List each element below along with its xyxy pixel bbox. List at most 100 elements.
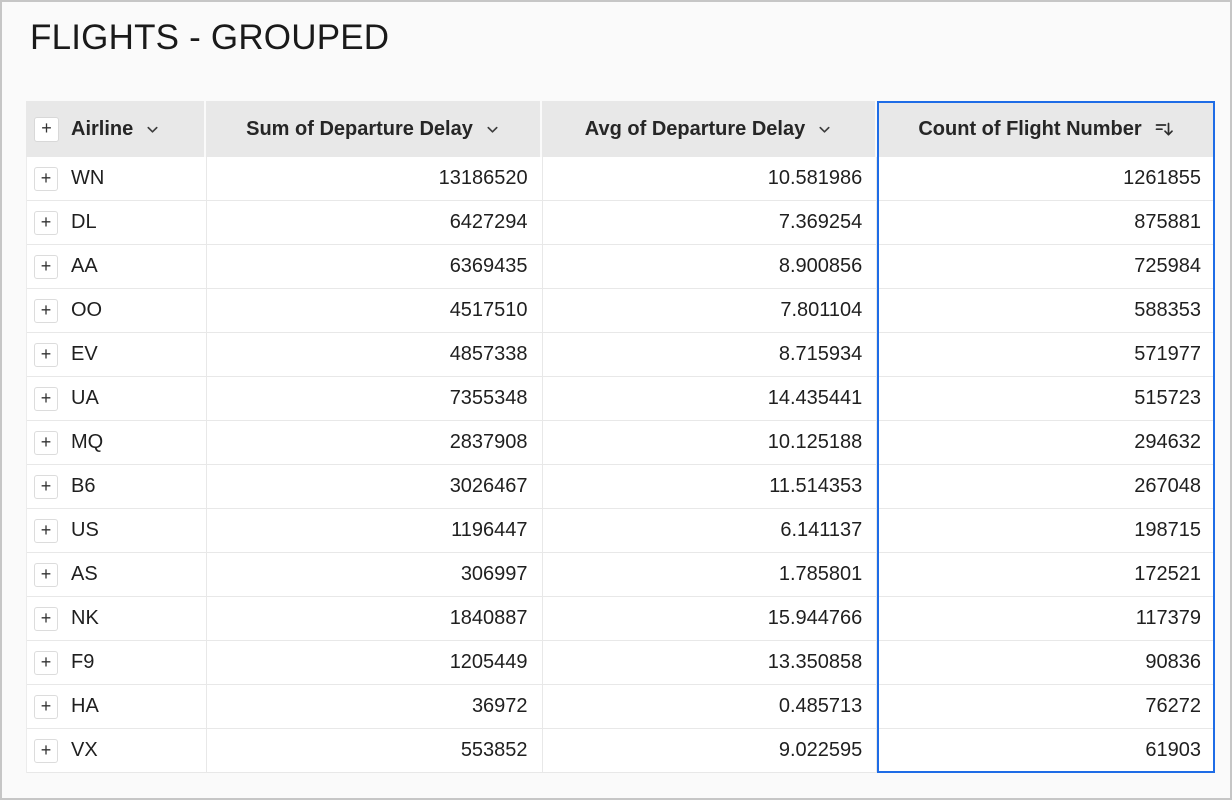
expand-row-button[interactable]: + <box>34 474 58 499</box>
count-flight-number-cell[interactable]: 571977 <box>877 333 1215 377</box>
sum-departure-delay-cell[interactable]: 6369435 <box>206 245 543 289</box>
sum-departure-delay-cell[interactable]: 1196447 <box>206 509 543 553</box>
avg-departure-delay-cell[interactable]: 13.350858 <box>542 641 878 685</box>
table-body: + WN 13186520 10.581986 1261855 + DL 6427294 7.3… <box>26 157 1215 773</box>
airline-code: AS <box>71 563 98 585</box>
column-header-count-flight-number[interactable]: Count of Flight Number <box>877 101 1215 157</box>
count-flight-number-cell[interactable]: 198715 <box>877 509 1215 553</box>
expand-row-button[interactable]: + <box>34 606 58 631</box>
airline-code: UA <box>71 387 99 409</box>
airline-cell[interactable]: + B6 <box>27 465 207 509</box>
count-flight-number-cell[interactable]: 117379 <box>877 597 1215 641</box>
expand-row-button[interactable]: + <box>34 386 58 411</box>
table-row: + AA 6369435 8.900856 725984 <box>27 245 1215 289</box>
count-flight-number-cell[interactable]: 61903 <box>877 729 1215 773</box>
airline-cell[interactable]: + MQ <box>27 421 207 465</box>
airline-cell[interactable]: + WN <box>27 157 207 201</box>
chevron-down-icon[interactable] <box>485 122 500 137</box>
count-flight-number-cell[interactable]: 588353 <box>877 289 1215 333</box>
sum-departure-delay-cell[interactable]: 4857338 <box>206 333 543 377</box>
expand-row-button[interactable]: + <box>34 210 58 235</box>
count-flight-number-cell[interactable]: 172521 <box>877 553 1215 597</box>
sum-departure-delay-cell[interactable]: 2837908 <box>206 421 543 465</box>
count-flight-number-cell[interactable]: 1261855 <box>877 157 1215 201</box>
expand-row-button[interactable]: + <box>34 518 58 543</box>
count-flight-number-cell[interactable]: 76272 <box>877 685 1215 729</box>
expand-row-button[interactable]: + <box>34 166 58 191</box>
expand-row-button[interactable]: + <box>34 298 58 323</box>
chevron-down-icon[interactable] <box>145 122 160 137</box>
avg-departure-delay-cell[interactable]: 8.715934 <box>542 333 878 377</box>
table-row: + OO 4517510 7.801104 588353 <box>27 289 1215 333</box>
avg-departure-delay-cell[interactable]: 14.435441 <box>542 377 878 421</box>
avg-departure-delay-cell[interactable]: 10.581986 <box>542 157 878 201</box>
expand-row-button[interactable]: + <box>34 254 58 279</box>
column-header-label: Sum of Departure Delay <box>246 117 473 140</box>
chevron-down-icon[interactable] <box>817 122 832 137</box>
airline-cell[interactable]: + AS <box>27 553 207 597</box>
expand-row-button[interactable]: + <box>34 650 58 675</box>
sum-departure-delay-cell[interactable]: 36972 <box>206 685 543 729</box>
page-title: FLIGHTS - GROUPED <box>30 18 390 57</box>
count-flight-number-cell[interactable]: 515723 <box>877 377 1215 421</box>
airline-code: WN <box>71 167 105 189</box>
airline-cell[interactable]: + F9 <box>27 641 207 685</box>
expand-row-button[interactable]: + <box>34 562 58 587</box>
sort-descending-icon[interactable] <box>1154 119 1174 139</box>
table-row: + HA 36972 0.485713 76272 <box>27 685 1215 729</box>
avg-departure-delay-cell[interactable]: 10.125188 <box>542 421 878 465</box>
expand-row-button[interactable]: + <box>34 430 58 455</box>
count-flight-number-cell[interactable]: 90836 <box>877 641 1215 685</box>
sum-departure-delay-cell[interactable]: 1840887 <box>206 597 543 641</box>
column-header-label: Count of Flight Number <box>918 117 1142 140</box>
avg-departure-delay-cell[interactable]: 8.900856 <box>542 245 878 289</box>
sum-departure-delay-cell[interactable]: 1205449 <box>206 641 543 685</box>
column-header-avg-departure-delay[interactable]: Avg of Departure Delay <box>542 101 877 157</box>
airline-cell[interactable]: + HA <box>27 685 207 729</box>
count-flight-number-cell[interactable]: 725984 <box>877 245 1215 289</box>
avg-departure-delay-cell[interactable]: 7.801104 <box>542 289 878 333</box>
airline-code: F9 <box>71 651 95 673</box>
grouped-table: + Airline Sum of Departure Delay Avg of … <box>26 101 1215 773</box>
count-flight-number-cell[interactable]: 267048 <box>877 465 1215 509</box>
airline-cell[interactable]: + AA <box>27 245 207 289</box>
expand-row-button[interactable]: + <box>34 738 58 763</box>
column-header-sum-departure-delay[interactable]: Sum of Departure Delay <box>206 101 542 157</box>
expand-row-button[interactable]: + <box>34 342 58 367</box>
avg-departure-delay-cell[interactable]: 11.514353 <box>542 465 878 509</box>
sum-departure-delay-cell[interactable]: 4517510 <box>206 289 543 333</box>
table-row: + NK 1840887 15.944766 117379 <box>27 597 1215 641</box>
airline-code: NK <box>71 607 99 629</box>
avg-departure-delay-cell[interactable]: 15.944766 <box>542 597 878 641</box>
airline-cell[interactable]: + OO <box>27 289 207 333</box>
table-header-row: + Airline Sum of Departure Delay Avg of … <box>26 101 1215 157</box>
expand-all-button[interactable]: + <box>34 116 59 142</box>
avg-departure-delay-cell[interactable]: 9.022595 <box>542 729 878 773</box>
airline-cell[interactable]: + DL <box>27 201 207 245</box>
expand-row-button[interactable]: + <box>34 694 58 719</box>
airline-cell[interactable]: + EV <box>27 333 207 377</box>
avg-departure-delay-cell[interactable]: 1.785801 <box>542 553 878 597</box>
table-row: + DL 6427294 7.369254 875881 <box>27 201 1215 245</box>
airline-code: MQ <box>71 431 104 453</box>
table-row: + VX 553852 9.022595 61903 <box>27 729 1215 773</box>
airline-code: OO <box>71 299 103 321</box>
sum-departure-delay-cell[interactable]: 13186520 <box>206 157 543 201</box>
airline-cell[interactable]: + VX <box>27 729 207 773</box>
airline-cell[interactable]: + NK <box>27 597 207 641</box>
avg-departure-delay-cell[interactable]: 0.485713 <box>542 685 878 729</box>
sum-departure-delay-cell[interactable]: 306997 <box>206 553 543 597</box>
sum-departure-delay-cell[interactable]: 7355348 <box>206 377 543 421</box>
table-row: + WN 13186520 10.581986 1261855 <box>27 157 1215 201</box>
table-row: + EV 4857338 8.715934 571977 <box>27 333 1215 377</box>
sum-departure-delay-cell[interactable]: 553852 <box>206 729 543 773</box>
avg-departure-delay-cell[interactable]: 6.141137 <box>542 509 878 553</box>
sum-departure-delay-cell[interactable]: 6427294 <box>206 201 543 245</box>
sum-departure-delay-cell[interactable]: 3026467 <box>206 465 543 509</box>
column-header-airline[interactable]: + Airline <box>26 101 206 157</box>
avg-departure-delay-cell[interactable]: 7.369254 <box>542 201 878 245</box>
airline-cell[interactable]: + UA <box>27 377 207 421</box>
airline-cell[interactable]: + US <box>27 509 207 553</box>
count-flight-number-cell[interactable]: 294632 <box>877 421 1215 465</box>
count-flight-number-cell[interactable]: 875881 <box>877 201 1215 245</box>
